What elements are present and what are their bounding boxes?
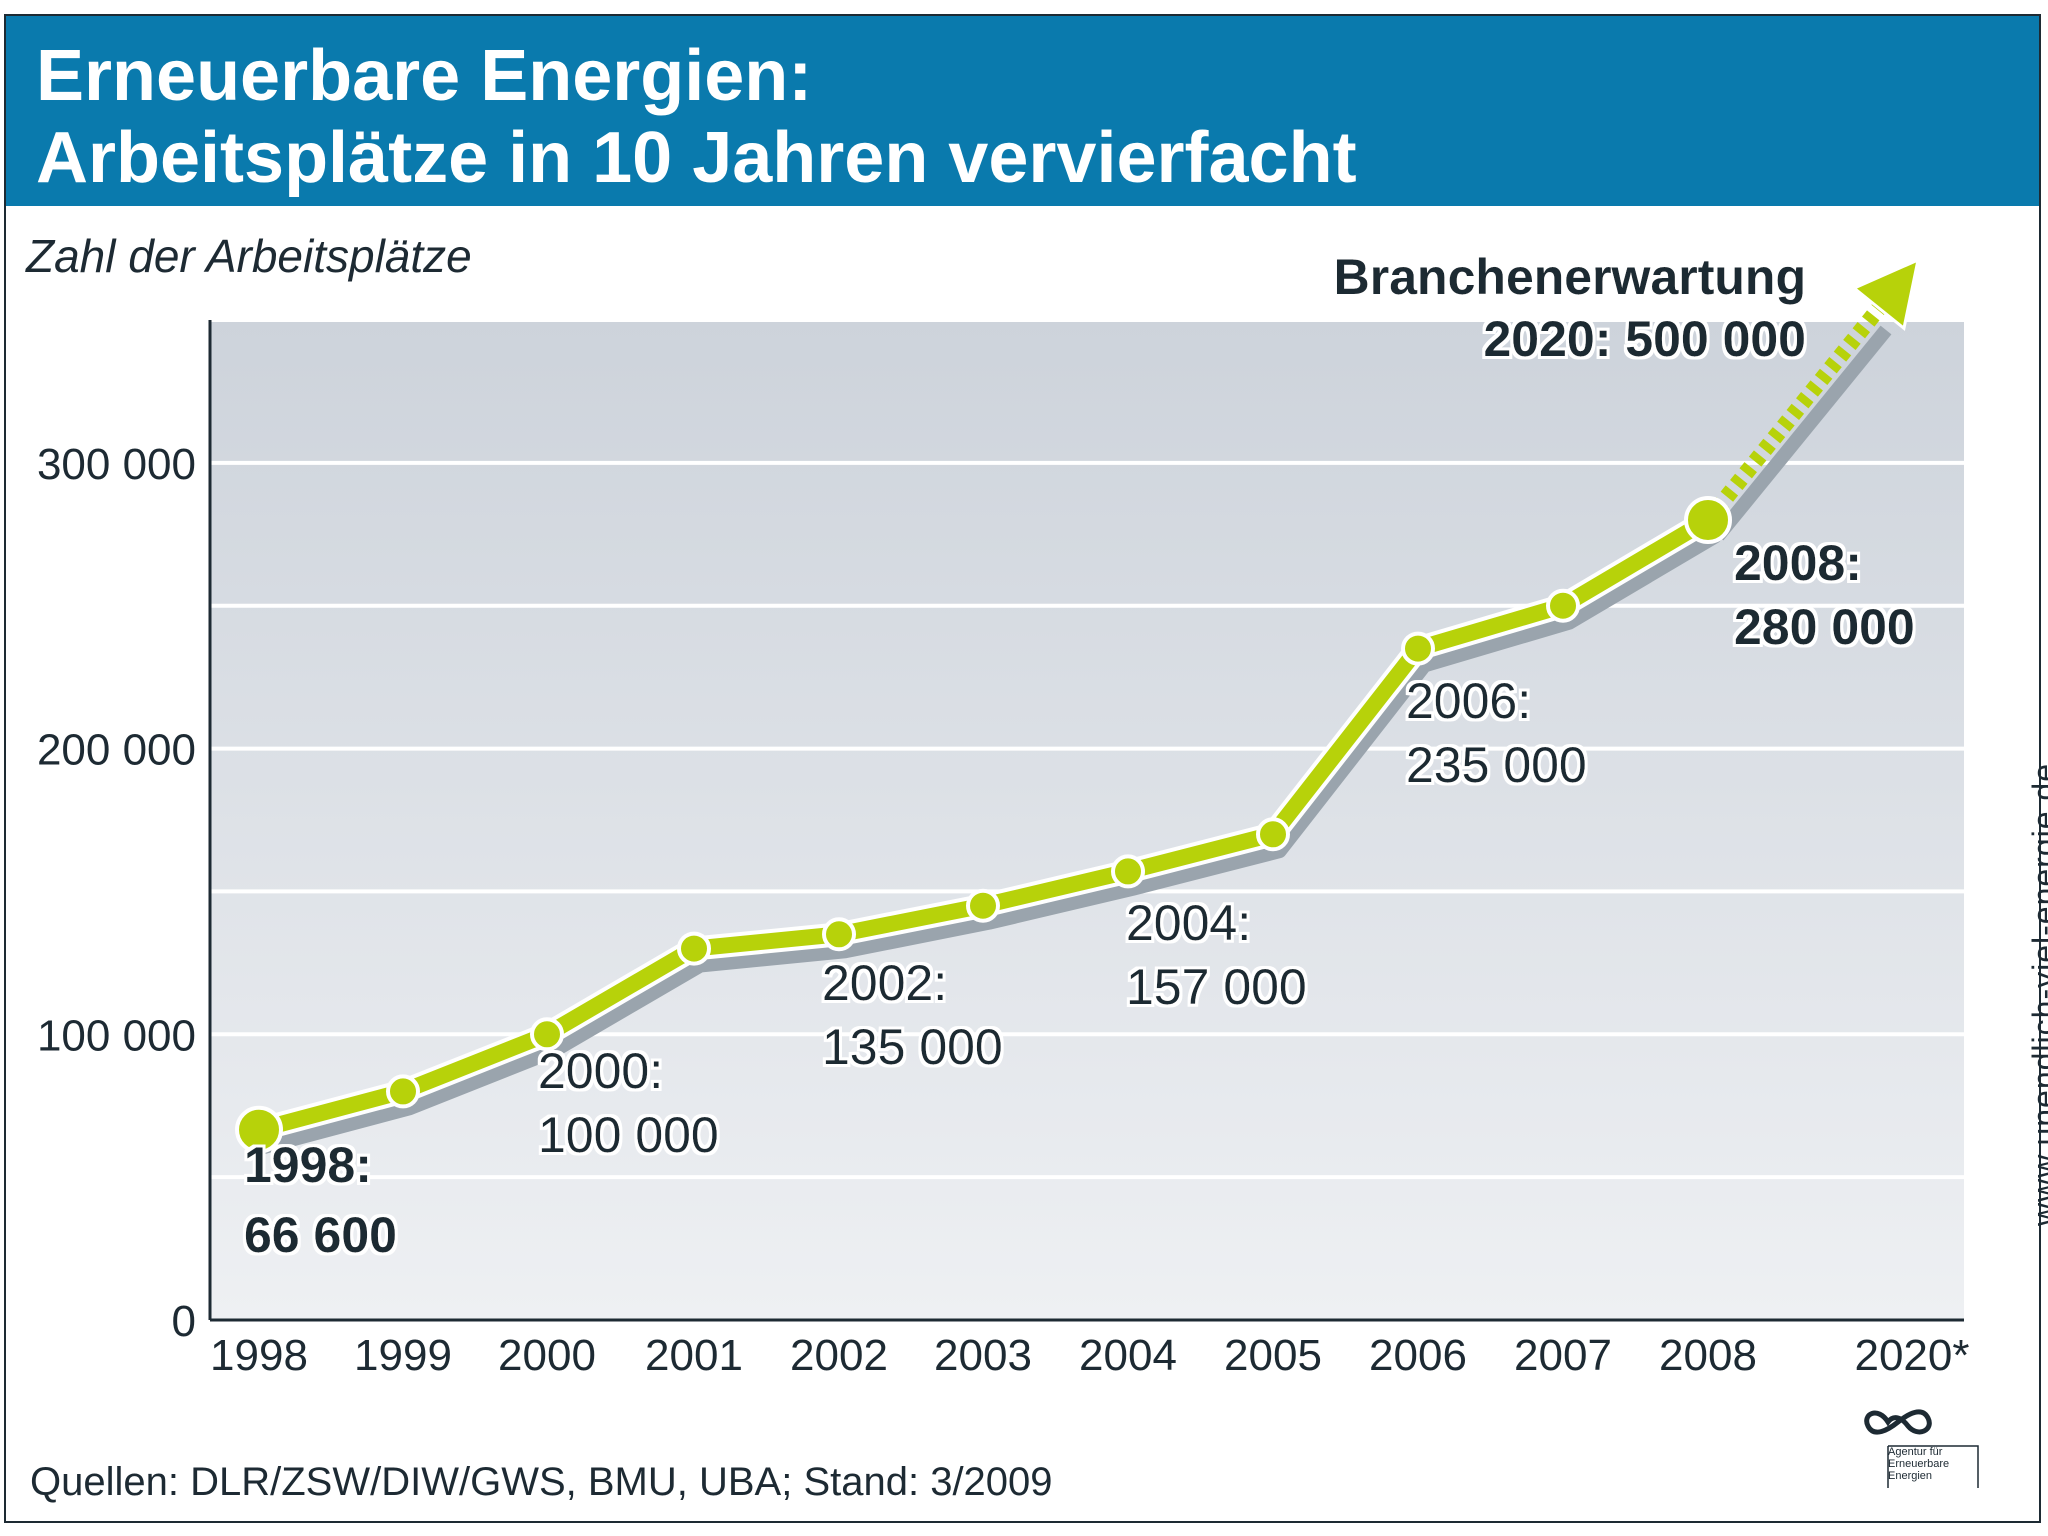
data-point [677, 931, 711, 966]
annotations-layer: 1998: 66 600 2000: 100 000 2002: 135 000 2004:… [244, 249, 1915, 1263]
logo-bracket [1887, 1445, 1979, 1488]
annotation-label: 2002: [822, 955, 947, 1011]
logo-text-line: Erneuerbare [1888, 1458, 1950, 1470]
y-tick-label: 200 000 [37, 726, 196, 775]
data-point [235, 1105, 283, 1154]
y-tick-label: 0 [172, 1297, 196, 1346]
projection-line [1701, 290, 1896, 526]
agency-logo [1864, 1409, 1979, 1488]
y-tick-labels: 0 100 000 200 000 300 000 [37, 440, 196, 1346]
data-point [1546, 588, 1580, 623]
x-tick-label: 2004 [1079, 1331, 1177, 1380]
projection-shadow [1712, 325, 1892, 541]
data-point [966, 888, 1000, 923]
annotation-label: 2008: [1734, 535, 1862, 591]
x-tick-label: 2000 [498, 1331, 596, 1380]
logo-text-line: Energien [1888, 1470, 1933, 1482]
x-tick-label: 2008 [1659, 1331, 1757, 1380]
annotation-value: 157 000 [1126, 959, 1307, 1015]
data-point [386, 1074, 420, 1109]
sources-text: Quellen: DLR/ZSW/DIW/GWS, BMU, UBA; Stan… [30, 1460, 1053, 1504]
logo-text-line: Agentur für [1888, 1446, 1943, 1458]
annotation-label: 2006: [1406, 673, 1531, 729]
infinity-icon [1864, 1409, 1932, 1435]
projection-arrowhead [1851, 257, 1921, 332]
x-tick-label: 2006 [1369, 1331, 1467, 1380]
logo-text: Agentur für Erneuerbare Energien [1888, 1446, 1968, 1482]
annotation-value: 100 000 [538, 1107, 719, 1163]
data-point [1684, 496, 1732, 544]
annotation-label: 1998: [244, 1137, 372, 1193]
annotation-label: 2000: [538, 1043, 663, 1099]
x-tick-label: 2020* [1854, 1331, 1969, 1380]
annotation-label: Branchenerwartung [1334, 249, 1806, 305]
annotation-value: 235 000 [1406, 737, 1587, 793]
annotation-value: 2020: 500 000 [1483, 311, 1806, 367]
annotation-value: 135 000 [822, 1019, 1003, 1075]
chart-title-line1: Erneuerbare Energien: [36, 36, 813, 116]
annotation-value: 280 000 [1734, 599, 1915, 655]
data-point [1256, 817, 1290, 852]
data-point [822, 917, 856, 952]
gridlines [210, 318, 1964, 1180]
title-bar: Erneuerbare Energien: Arbeitsplätze in 1… [6, 16, 2039, 206]
x-tick-labels: 1998 1999 2000 2001 2002 2003 2004 2005 2006 2007… [210, 1331, 1969, 1380]
y-tick-label: 100 000 [37, 1011, 196, 1060]
x-tick-label: 2002 [790, 1331, 888, 1380]
x-tick-label: 2005 [1224, 1331, 1322, 1380]
data-point [530, 1017, 564, 1052]
y-tick-label: 300 000 [37, 440, 196, 489]
annotation-value: 66 600 [244, 1207, 397, 1263]
x-tick-label: 2001 [645, 1331, 743, 1380]
series-shadow [257, 528, 1722, 1154]
data-point [1111, 854, 1145, 889]
plot-area [210, 320, 1964, 1320]
website-label: www.unendlich-viel-energie.de [2026, 762, 2048, 1226]
x-tick-label: 2007 [1514, 1331, 1612, 1380]
x-tick-label: 1999 [354, 1331, 452, 1380]
series-layer [235, 257, 1921, 1154]
x-tick-label: 2003 [934, 1331, 1032, 1380]
y-axis-title: Zahl der Arbeitsplätze [25, 230, 472, 282]
data-point [1401, 631, 1435, 666]
annotation-label: 2004: [1126, 895, 1251, 951]
chart-title-line2: Arbeitsplätze in 10 Jahren vervierfacht [36, 118, 1357, 198]
x-tick-label: 1998 [210, 1331, 308, 1380]
